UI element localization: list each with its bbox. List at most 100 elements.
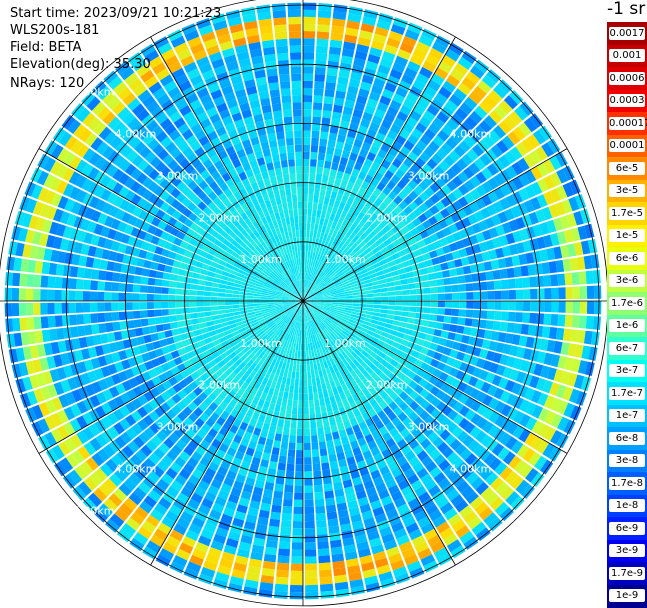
- beta-cell: [253, 296, 260, 299]
- beta-cell: [573, 301, 580, 314]
- beta-cell: [310, 166, 316, 174]
- beta-cell: [295, 223, 299, 230]
- beta-cell: [26, 274, 34, 287]
- beta-cell: [112, 312, 120, 321]
- beta-cell: [284, 492, 293, 500]
- beta-cell: [154, 302, 161, 309]
- beta-cell: [303, 45, 315, 52]
- beta-cell: [296, 365, 300, 372]
- beta-cell: [77, 267, 85, 278]
- beta-cell: [480, 282, 488, 291]
- beta-cell: [26, 317, 34, 330]
- beta-cell: [269, 140, 277, 148]
- beta-cell: [316, 46, 328, 54]
- beta-cell: [19, 288, 26, 301]
- beta-cell: [304, 372, 308, 379]
- beta-cell: [294, 493, 303, 500]
- beta-cell: [275, 168, 282, 176]
- beta-cell: [292, 407, 298, 414]
- beta-cell: [465, 318, 473, 326]
- beta-cell: [429, 280, 437, 287]
- beta-cell: [296, 457, 303, 464]
- beta-cell: [133, 293, 140, 301]
- beta-cell: [104, 282, 112, 291]
- beta-cell: [162, 316, 170, 323]
- beta-cell: [232, 305, 239, 309]
- beta-cell: [105, 271, 113, 281]
- beta-cell: [141, 319, 149, 327]
- beta-cell: [270, 512, 281, 520]
- beta-cell: [414, 276, 422, 283]
- beta-cell: [587, 286, 595, 299]
- beta-cell: [271, 418, 278, 426]
- beta-cell: [329, 47, 341, 55]
- beta-cell: [62, 315, 70, 326]
- beta-cell: [388, 306, 395, 311]
- beta-cell: [395, 296, 402, 301]
- beta-cell: [272, 447, 280, 455]
- beta-cell: [284, 485, 293, 493]
- beta-cell: [178, 327, 186, 334]
- beta-cell: [192, 324, 200, 331]
- beta-cell: [148, 278, 156, 286]
- beta-cell: [316, 377, 321, 385]
- beta-cell: [299, 393, 304, 400]
- beta-cell: [305, 507, 315, 514]
- beta-cell: [316, 174, 323, 182]
- beta-cell: [319, 441, 326, 449]
- beta-cell: [273, 440, 281, 448]
- beta-cell: [112, 272, 120, 281]
- beta-cell: [19, 273, 27, 286]
- beta-cell: [260, 297, 267, 299]
- beta-cell: [430, 308, 438, 314]
- beta-cell: [435, 322, 443, 329]
- beta-cell: [410, 301, 417, 306]
- beta-cell: [417, 295, 424, 301]
- beta-cell: [293, 400, 298, 407]
- beta-cell: [304, 429, 310, 436]
- beta-cell: [303, 159, 309, 166]
- beta-cell: [205, 316, 213, 322]
- beta-cell: [406, 323, 414, 329]
- beta-cell: [285, 131, 293, 139]
- beta-cell: [564, 273, 572, 286]
- beta-cell: [267, 75, 278, 83]
- beta-cell: [303, 152, 310, 159]
- beta-cell: [315, 60, 326, 68]
- beta-cell: [329, 454, 337, 462]
- beta-cell: [488, 301, 495, 310]
- beta-cell: [177, 275, 185, 282]
- beta-cell: [316, 413, 322, 421]
- beta-cell: [147, 310, 155, 317]
- beta-cell: [303, 358, 306, 365]
- beta-cell: [594, 301, 601, 314]
- beta-cell: [311, 428, 318, 436]
- beta-cell: [126, 284, 134, 292]
- beta-cell: [12, 288, 19, 301]
- beta-cell: [324, 490, 334, 498]
- beta-cell: [211, 297, 218, 301]
- beta-cell: [320, 577, 333, 585]
- beta-cell: [294, 386, 299, 393]
- beta-cell: [281, 442, 288, 450]
- beta-cell: [287, 399, 293, 407]
- beta-cell: [411, 264, 419, 271]
- beta-cell: [118, 293, 125, 301]
- beta-cell: [269, 403, 276, 411]
- beta-cell: [593, 316, 601, 330]
- beta-cell: [515, 312, 523, 322]
- beta-cell: [318, 17, 331, 25]
- beta-cell: [316, 210, 321, 218]
- beta-cell: [413, 270, 421, 277]
- beta-cell: [48, 276, 56, 288]
- beta-cell: [55, 315, 63, 327]
- beta-cell: [275, 577, 288, 585]
- beta-cell: [303, 173, 309, 180]
- beta-cell: [277, 139, 285, 147]
- beta-cell: [323, 103, 333, 111]
- beta-cell: [279, 412, 285, 420]
- beta-cell: [272, 498, 282, 506]
- beta-cell: [310, 364, 314, 372]
- beta-cell: [319, 196, 325, 204]
- beta-cell: [270, 89, 280, 97]
